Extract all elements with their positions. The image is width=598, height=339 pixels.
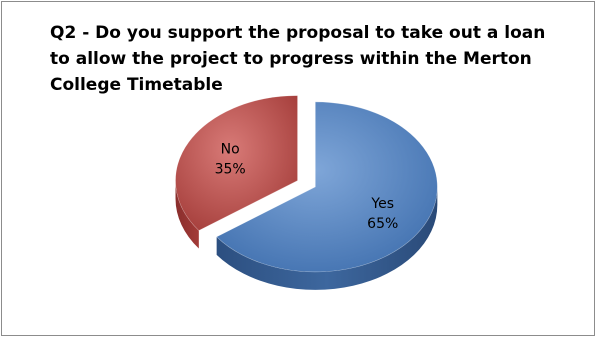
slice-value-yes: 65% <box>367 216 398 232</box>
pie-slice-side-yes <box>216 186 438 290</box>
slice-value-no: 35% <box>215 162 246 178</box>
pie-slice-no <box>175 95 298 231</box>
pie-slice-yes <box>216 101 438 273</box>
slice-label-no: No <box>221 142 240 158</box>
slice-label-yes: Yes <box>370 196 394 212</box>
pie-slice-side-no <box>175 180 199 249</box>
chart-title: Q2 - Do you support the proposal to take… <box>50 23 546 95</box>
